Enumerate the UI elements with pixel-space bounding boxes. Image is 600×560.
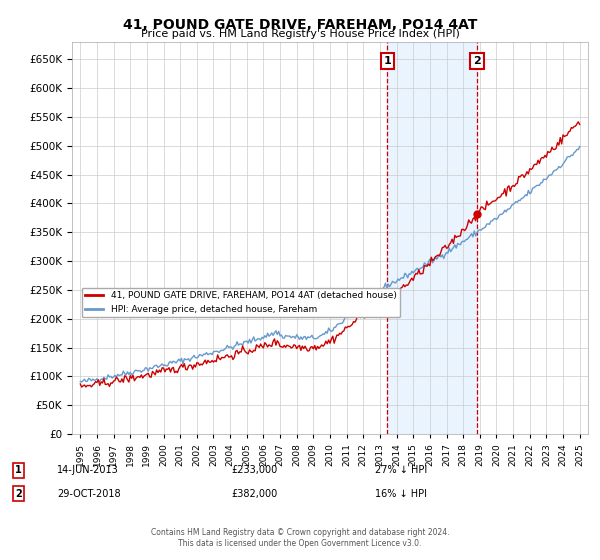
Text: 2: 2 [15,489,22,499]
Text: 14-JUN-2013: 14-JUN-2013 [57,465,119,475]
Legend: 41, POUND GATE DRIVE, FAREHAM, PO14 4AT (detached house), HPI: Average price, de: 41, POUND GATE DRIVE, FAREHAM, PO14 4AT … [82,288,400,318]
Text: £382,000: £382,000 [231,489,277,499]
Text: Price paid vs. HM Land Registry's House Price Index (HPI): Price paid vs. HM Land Registry's House … [140,29,460,39]
Text: 29-OCT-2018: 29-OCT-2018 [57,489,121,499]
Text: 1: 1 [383,56,391,66]
Text: 2: 2 [473,56,481,66]
Text: 41, POUND GATE DRIVE, FAREHAM, PO14 4AT: 41, POUND GATE DRIVE, FAREHAM, PO14 4AT [123,18,477,32]
Bar [388,42,477,434]
Text: Contains HM Land Registry data © Crown copyright and database right 2024.
This d: Contains HM Land Registry data © Crown c… [151,528,449,548]
Text: 27% ↓ HPI: 27% ↓ HPI [375,465,427,475]
Text: 1: 1 [15,465,22,475]
Text: 16% ↓ HPI: 16% ↓ HPI [375,489,427,499]
Text: £233,000: £233,000 [231,465,277,475]
